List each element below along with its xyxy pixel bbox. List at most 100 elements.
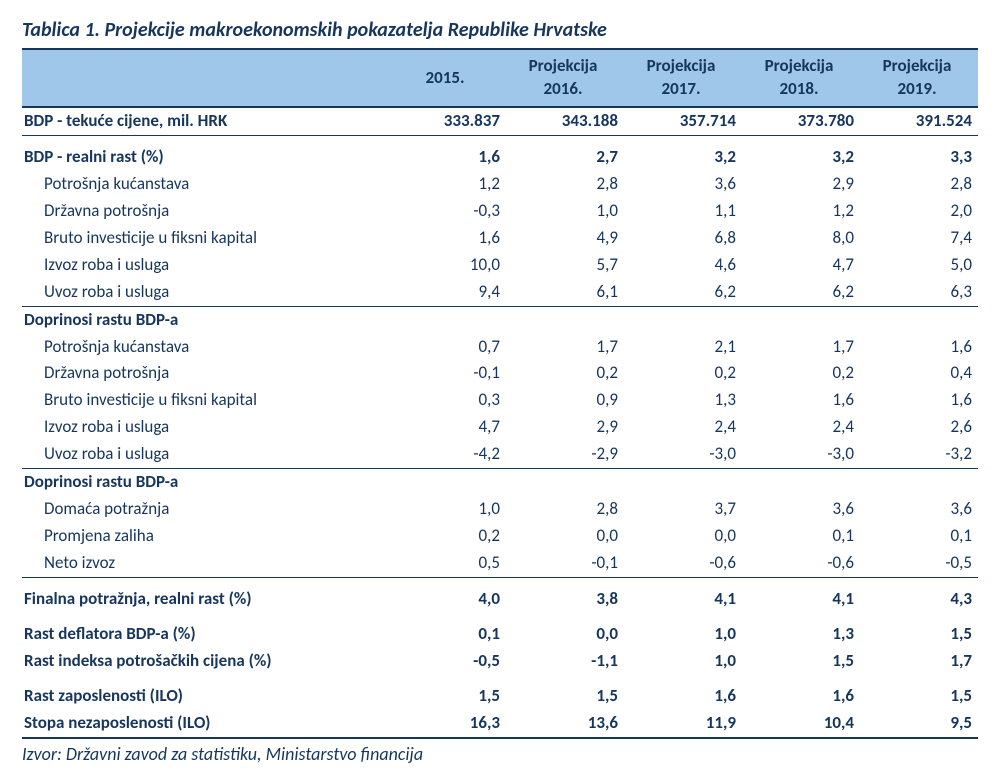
row-value: 0,2 xyxy=(624,360,742,387)
row-value: 1,6 xyxy=(742,387,860,414)
table-row: Finalna potražnja, realni rast (%)4,03,8… xyxy=(22,577,978,612)
row-value xyxy=(860,469,978,496)
header-col-1: Projekcija 2016. xyxy=(506,49,624,107)
table-row: Izvoz roba i usluga10,05,74,64,75,0 xyxy=(22,252,978,279)
row-value: 0,2 xyxy=(742,360,860,387)
table-row: Rast indeksa potrošačkih cijena (%)-0,5-… xyxy=(22,648,978,675)
row-value: 1,6 xyxy=(742,675,860,710)
row-value: 10,0 xyxy=(388,252,506,279)
row-label: Rast indeksa potrošačkih cijena (%) xyxy=(22,648,388,675)
row-value: 6,2 xyxy=(624,279,742,306)
row-label: Stopa nezaposlenosti (ILO) xyxy=(22,710,388,738)
row-value: 1,6 xyxy=(388,135,506,170)
row-value: 1,5 xyxy=(506,675,624,710)
row-value: -3,2 xyxy=(860,441,978,468)
table-row: Stopa nezaposlenosti (ILO)16,313,611,910… xyxy=(22,710,978,738)
row-value: 391.524 xyxy=(860,107,978,135)
row-value: 2,4 xyxy=(624,414,742,441)
row-value: 1,6 xyxy=(388,225,506,252)
row-value: 1,2 xyxy=(742,198,860,225)
table-row: Bruto investicije u fiksni kapital1,64,9… xyxy=(22,225,978,252)
row-value: 0,3 xyxy=(388,387,506,414)
row-value xyxy=(742,306,860,333)
table-body: BDP - tekuće cijene, mil. HRK333.837343.… xyxy=(22,107,978,738)
row-value: 3,8 xyxy=(506,577,624,612)
row-value: -0,5 xyxy=(860,550,978,577)
header-col-2-line1: Projekcija xyxy=(647,55,716,76)
row-label: Izvoz roba i usluga xyxy=(22,252,388,279)
row-value: 3,3 xyxy=(860,135,978,170)
row-value: 5,7 xyxy=(506,252,624,279)
table-row: Uvoz roba i usluga9,46,16,26,26,3 xyxy=(22,279,978,306)
row-value: 2,6 xyxy=(860,414,978,441)
row-value: 1,1 xyxy=(624,198,742,225)
table-row: Promjena zaliha0,20,00,00,10,1 xyxy=(22,523,978,550)
row-value: 4,1 xyxy=(742,577,860,612)
row-value: 11,9 xyxy=(624,710,742,738)
table-row: Izvoz roba i usluga4,72,92,42,42,6 xyxy=(22,414,978,441)
row-value: 1,6 xyxy=(860,387,978,414)
row-value: 0,9 xyxy=(506,387,624,414)
header-col-3: Projekcija 2018. xyxy=(742,49,860,107)
row-value: 1,3 xyxy=(742,613,860,648)
row-value: 1,7 xyxy=(860,648,978,675)
row-label: Uvoz roba i usluga xyxy=(22,441,388,468)
row-label: Bruto investicije u fiksni kapital xyxy=(22,387,388,414)
row-value xyxy=(742,469,860,496)
row-value: 13,6 xyxy=(506,710,624,738)
row-value: -1,1 xyxy=(506,648,624,675)
row-value: 2,0 xyxy=(860,198,978,225)
row-value xyxy=(506,306,624,333)
row-value: 1,5 xyxy=(860,613,978,648)
row-value: 3,6 xyxy=(860,496,978,523)
row-label: Bruto investicije u fiksni kapital xyxy=(22,225,388,252)
row-label: Neto izvoz xyxy=(22,550,388,577)
row-value: 1,3 xyxy=(624,387,742,414)
table-row: Neto izvoz0,5-0,1-0,6-0,6-0,5 xyxy=(22,550,978,577)
row-label: Domaća potražnja xyxy=(22,496,388,523)
row-value: 6,8 xyxy=(624,225,742,252)
row-value: 3,6 xyxy=(624,171,742,198)
table-row: BDP - tekuće cijene, mil. HRK333.837343.… xyxy=(22,107,978,135)
projections-table: 2015. Projekcija 2016. Projekcija 2017. … xyxy=(22,48,978,739)
table-caption: Tablica 1. Projekcije makroekonomskih po… xyxy=(22,18,978,42)
row-value: 2,1 xyxy=(624,334,742,361)
row-value: 1,6 xyxy=(624,675,742,710)
row-label: Rast deflatora BDP-a (%) xyxy=(22,613,388,648)
row-value: -0,6 xyxy=(624,550,742,577)
row-label: Rast zaposlenosti (ILO) xyxy=(22,675,388,710)
row-value: 357.714 xyxy=(624,107,742,135)
header-col-2: Projekcija 2017. xyxy=(624,49,742,107)
row-value: 6,2 xyxy=(742,279,860,306)
row-value: -0,5 xyxy=(388,648,506,675)
row-value: 4,0 xyxy=(388,577,506,612)
row-value: 0,5 xyxy=(388,550,506,577)
row-value: 2,9 xyxy=(506,414,624,441)
row-value: 1,0 xyxy=(388,496,506,523)
row-value: 1,5 xyxy=(860,675,978,710)
row-value xyxy=(388,469,506,496)
header-col-1-line2: 2016. xyxy=(508,78,618,101)
row-value: -0,1 xyxy=(506,550,624,577)
row-value: 4,7 xyxy=(388,414,506,441)
row-label: Izvoz roba i usluga xyxy=(22,414,388,441)
table-row: Doprinosi rastu BDP-a xyxy=(22,469,978,496)
header-col-3-line2: 2018. xyxy=(744,78,854,101)
table-row: Potrošnja kućanstava0,71,72,11,71,6 xyxy=(22,334,978,361)
table-row: Uvoz roba i usluga-4,2-2,9-3,0-3,0-3,2 xyxy=(22,441,978,468)
row-value: 2,7 xyxy=(506,135,624,170)
row-value xyxy=(624,469,742,496)
header-col-0-line2: 2015. xyxy=(390,67,500,90)
table-source: Izvor: Državni zavod za statistiku, Mini… xyxy=(22,743,978,765)
row-value: 3,2 xyxy=(742,135,860,170)
row-value: 2,8 xyxy=(506,496,624,523)
row-value: 0,0 xyxy=(506,523,624,550)
row-label: Državna potrošnja xyxy=(22,198,388,225)
row-value: 7,4 xyxy=(860,225,978,252)
row-value: 0,1 xyxy=(388,613,506,648)
row-value xyxy=(624,306,742,333)
row-value: 3,7 xyxy=(624,496,742,523)
row-value xyxy=(506,469,624,496)
header-col-3-line1: Projekcija xyxy=(765,55,834,76)
header-col-0: 2015. xyxy=(388,49,506,107)
